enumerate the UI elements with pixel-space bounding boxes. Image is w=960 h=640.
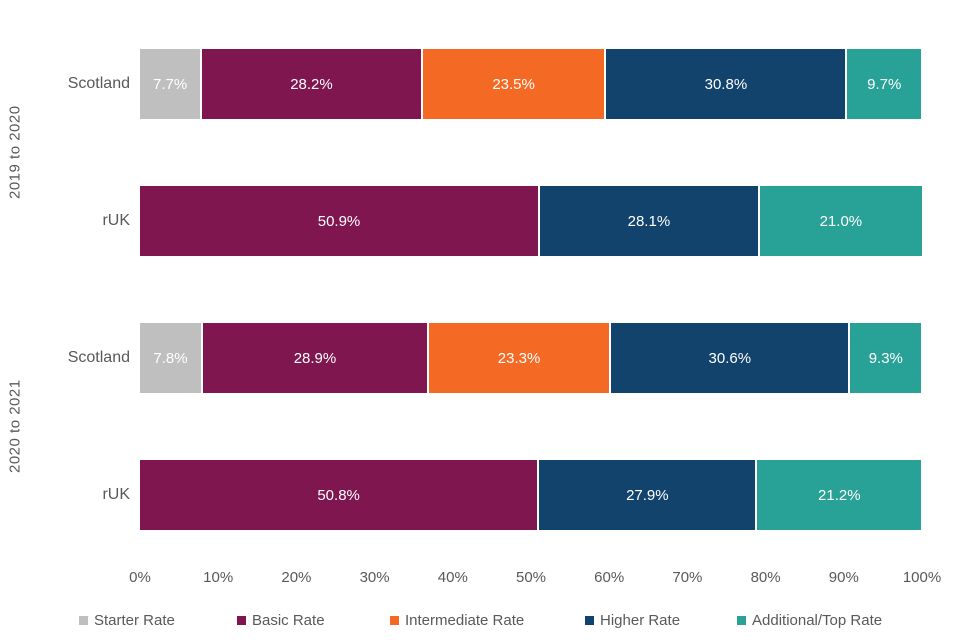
- legend-label: Starter Rate: [94, 612, 175, 629]
- bar-segment-value: 30.8%: [704, 75, 748, 93]
- bar-segment: 50.8%: [140, 460, 538, 530]
- bar-segment-value: 23.5%: [492, 75, 535, 93]
- x-axis: 0% 10% 20% 30% 40% 50% 60% 70% 80% 90% 100%: [129, 569, 941, 591]
- bar-row: 7.7% 28.2% 23.5% 30.8% 9.7%: [140, 49, 922, 119]
- category-label: Scotland: [67, 75, 130, 92]
- x-axis-tick-label: 70%: [672, 569, 703, 586]
- bar-segment: 9.3%: [848, 323, 922, 393]
- legend-swatch-icon: [737, 616, 746, 625]
- bar-segment: 21.2%: [755, 460, 922, 530]
- bar-segment: 23.3%: [426, 323, 610, 393]
- bar-segment-value: 28.9%: [293, 349, 337, 367]
- x-axis-tick-label: 20%: [281, 569, 312, 586]
- bar-segment-value: 28.2%: [290, 75, 333, 93]
- x-axis-tick-label: 100%: [902, 569, 942, 586]
- bar-segment-value: 30.6%: [708, 349, 752, 367]
- legend-label: Intermediate Rate: [405, 612, 525, 629]
- bar-segment-value: 50.8%: [317, 486, 360, 504]
- legend-label: Higher Rate: [600, 612, 681, 629]
- bar-row: 7.8% 28.9% 23.3% 30.6% 9.3%: [140, 323, 922, 393]
- legend-swatch-icon: [237, 616, 246, 625]
- bar-segment-value: 21.2%: [818, 486, 861, 504]
- bar-segment: 23.5%: [420, 49, 605, 119]
- category-label: rUK: [102, 212, 130, 229]
- x-axis-tick-label: 60%: [594, 569, 625, 586]
- bar-segment: 28.1%: [538, 186, 758, 256]
- bar-segment: 27.9%: [537, 460, 756, 530]
- bar-segment-value: 7.7%: [153, 75, 188, 93]
- legend-item: Basic Rate: [237, 612, 325, 629]
- x-axis-tick-label: 0%: [129, 569, 151, 586]
- bar-segment: 28.9%: [200, 323, 427, 393]
- bar-segment-value: 9.7%: [867, 75, 902, 93]
- bar-segment: 7.7%: [140, 49, 201, 119]
- legend-item: Additional/Top Rate: [737, 612, 882, 629]
- x-axis-tick-label: 40%: [437, 569, 468, 586]
- x-axis-tick-label: 50%: [515, 569, 547, 586]
- bar-segment: 7.8%: [140, 323, 201, 393]
- x-axis-tick-label: 30%: [359, 569, 390, 586]
- legend-swatch-icon: [585, 616, 594, 625]
- category-label: rUK: [102, 486, 130, 503]
- bar-segment-value: 21.0%: [819, 212, 863, 230]
- bar-segment: 30.8%: [604, 49, 846, 119]
- x-axis-tick-label: 90%: [828, 569, 859, 586]
- bar-segment: 28.2%: [200, 49, 421, 119]
- legend-swatch-icon: [390, 616, 399, 625]
- bar-segment-value: 28.1%: [627, 212, 671, 230]
- bar-row: 50.8% 27.9% 21.2%: [140, 460, 922, 530]
- bar-segment: 30.6%: [609, 323, 849, 393]
- bar-segment: 9.7%: [845, 49, 922, 119]
- bar-segment-value: 50.9%: [317, 212, 361, 230]
- bar-segment-value: 23.3%: [497, 349, 541, 367]
- bar-row: 50.9% 28.1% 21.0%: [140, 186, 922, 256]
- bar-segment-value: 27.9%: [626, 486, 669, 504]
- legend-item: Higher Rate: [585, 612, 680, 629]
- bar-segment-value: 9.3%: [868, 349, 903, 367]
- legend-label: Additional/Top Rate: [752, 612, 883, 629]
- bar-segment: 21.0%: [757, 186, 922, 256]
- x-axis-tick-label: 80%: [750, 569, 781, 586]
- legend: Starter Rate Basic Rate Intermediate Rate H…: [0, 612, 960, 636]
- legend-swatch-icon: [79, 616, 88, 625]
- bar-segment: 50.9%: [140, 186, 539, 256]
- legend-item: Starter Rate: [79, 612, 175, 629]
- x-axis-tick-label: 10%: [203, 569, 234, 586]
- legend-item: Intermediate Rate: [390, 612, 524, 629]
- category-label: Scotland: [67, 349, 130, 366]
- legend-label: Basic Rate: [252, 612, 325, 629]
- bar-segment-value: 7.8%: [153, 349, 188, 367]
